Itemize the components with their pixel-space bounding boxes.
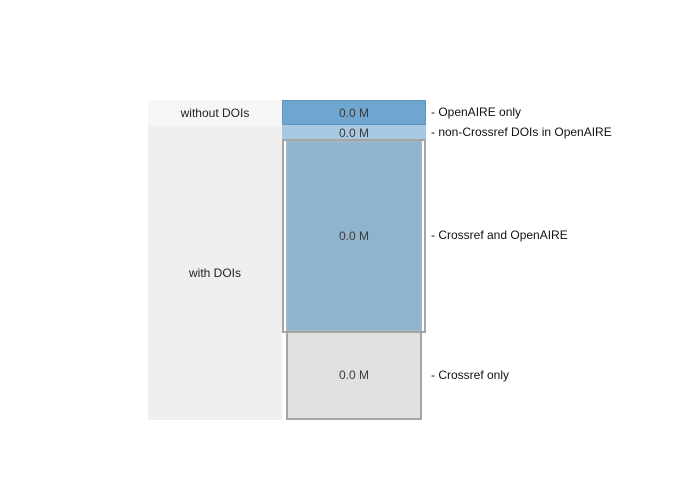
legend-non-crossref-dois: - non-Crossref DOIs in OpenAIRE	[431, 125, 612, 139]
segment-value-label: 0.0 M	[338, 105, 369, 120]
legend-openaire-only: - OpenAIRE only	[431, 105, 522, 119]
crossref-outline	[282, 139, 426, 333]
legend-crossref-only: - Crossref only	[431, 368, 510, 382]
segment-crossref-and-openaire: 0.0 M	[286, 141, 422, 331]
segment-value-label: 0.0 M	[338, 367, 369, 382]
segment-value-label: 0.0 M	[338, 229, 369, 243]
segment-value-label: 0.0 M	[338, 126, 369, 140]
row-label-with-dois: with DOIs	[148, 126, 282, 420]
legend-crossref-and-openaire: - Crossref and OpenAIRE	[431, 228, 568, 242]
row-label-text: with DOIs	[188, 266, 241, 280]
segment-non-crossref-dois: 0.0 M	[282, 125, 426, 141]
segment-crossref-only: 0.0 M	[286, 331, 422, 420]
row-label-text: without DOIs	[180, 106, 250, 120]
row-label-without-dois: without DOIs	[148, 100, 282, 126]
segment-openaire-only: 0.0 M	[282, 100, 426, 125]
